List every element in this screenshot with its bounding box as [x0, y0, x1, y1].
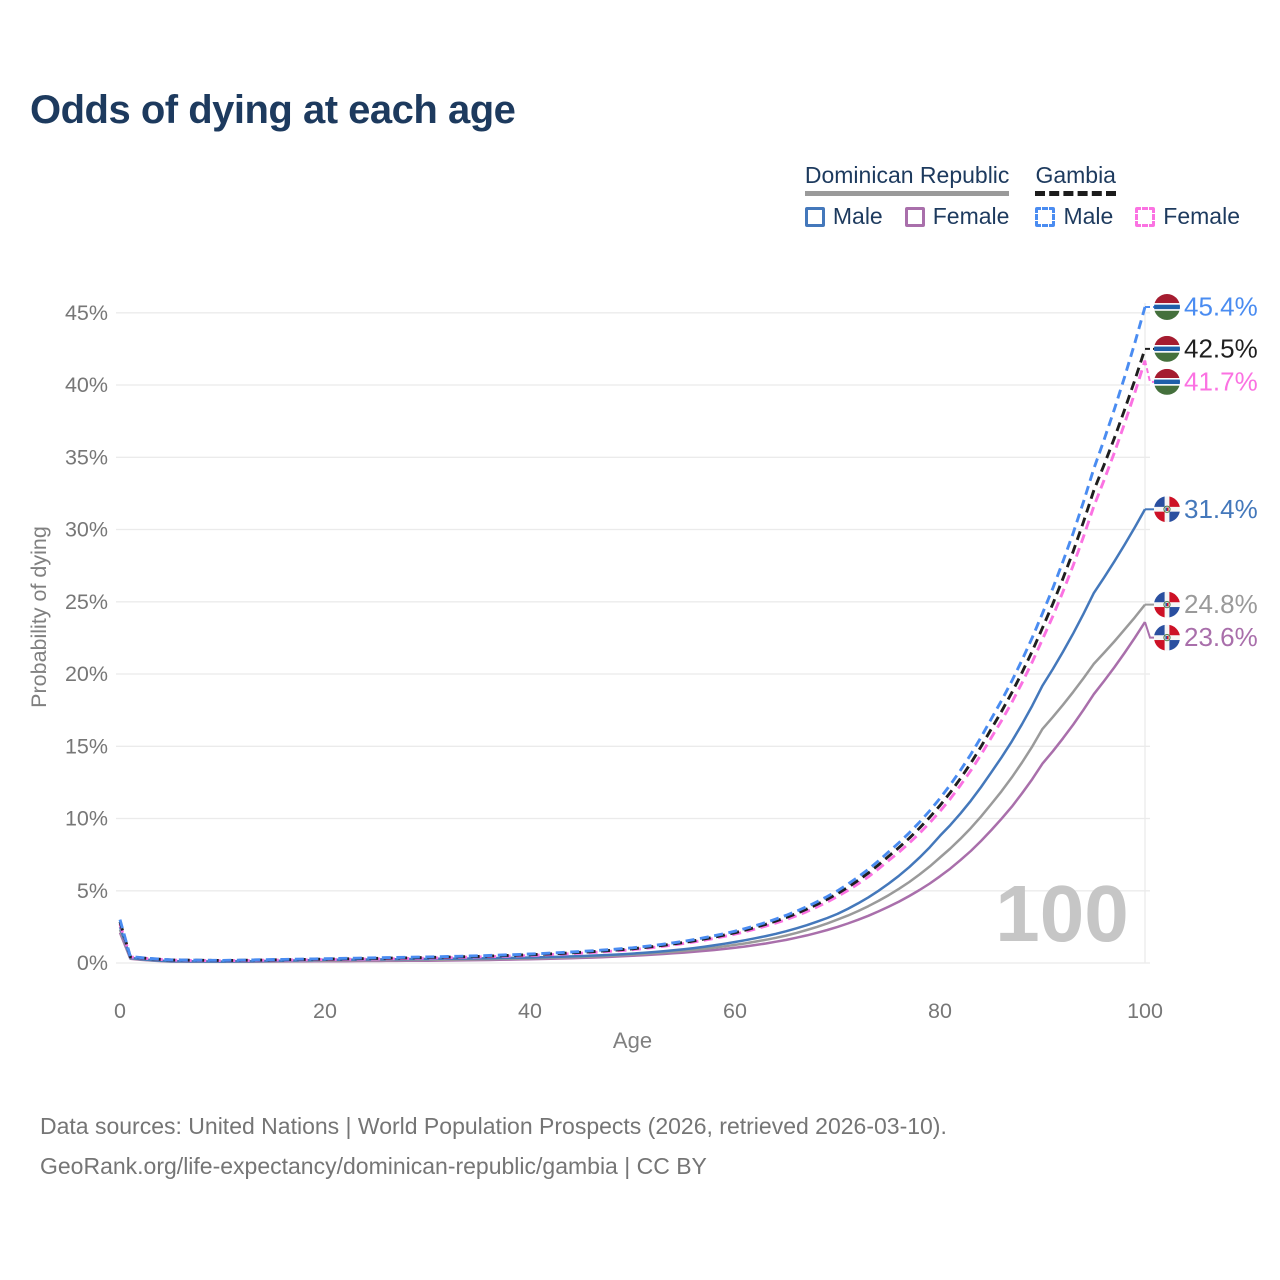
y-tick-15: 15%	[65, 734, 108, 758]
legend-group-dominican-republic: Dominican Republic Male Female	[804, 162, 1010, 230]
end-labels: 45.4% 42.5%41.7% 31.4% 24.8%23.6%	[1144, 292, 1258, 652]
y-tick-20: 20%	[65, 662, 108, 686]
dominican-republic-flag-icon	[1154, 496, 1180, 523]
legend-items-row: Male Female	[804, 203, 1010, 230]
legend-item-label: Female	[932, 203, 1010, 229]
legend-item-dominican-republic-female[interactable]: Female	[904, 203, 1010, 230]
end-label-dominican-republic-both-sexes: 24.8%	[1184, 589, 1258, 619]
leader-line-dominican-republic-female	[1144, 621, 1154, 639]
legend-item-dominican-republic-male[interactable]: Male	[804, 203, 883, 230]
legend-swatch-male	[1035, 206, 1056, 227]
dominican-republic-flag-icon	[1154, 624, 1180, 651]
curve-gambia-female[interactable]	[118, 359, 1147, 963]
legend-swatch-female	[1135, 206, 1156, 227]
chart-title: Odds of dying at each age	[30, 88, 516, 132]
legend-country-dominican-republic: Dominican Republic	[804, 162, 1010, 196]
legend-group-gambia: Gambia Male Female	[1035, 162, 1240, 230]
x-axis-title: Age	[613, 1028, 652, 1053]
end-label-gambia-both-sexes: 42.5%	[1184, 333, 1258, 363]
x-tick-60: 60	[723, 999, 747, 1023]
series-curves	[118, 306, 1147, 964]
end-label-gambia-female: 41.7%	[1184, 366, 1258, 396]
x-tick-100: 100	[1127, 999, 1163, 1023]
y-tick-40: 40%	[65, 373, 108, 397]
y-tick-25: 25%	[65, 590, 108, 614]
gambia-flag-icon	[1154, 293, 1180, 320]
gridlines	[116, 303, 1150, 964]
y-axis-ticks: 0% 5% 10% 15% 20% 25% 30% 35% 40% 45%	[65, 301, 108, 975]
x-tick-40: 40	[518, 999, 542, 1023]
legend-swatch-female	[904, 206, 925, 227]
y-tick-5: 5%	[77, 879, 108, 903]
x-tick-20: 20	[313, 999, 337, 1023]
y-axis-title: Probability of dying	[27, 526, 51, 708]
gambia-flag-icon	[1154, 335, 1180, 362]
curve-gambia-both-sexes[interactable]	[118, 348, 1147, 962]
legend-item-gambia-female[interactable]: Female	[1135, 203, 1240, 230]
leader-line-gambia-female	[1144, 360, 1154, 383]
y-tick-0: 0%	[77, 951, 108, 975]
legend-item-gambia-male[interactable]: Male	[1035, 203, 1113, 230]
legend-country-gambia: Gambia	[1035, 162, 1116, 196]
y-tick-45: 45%	[65, 301, 108, 325]
legend-item-label: Female	[1163, 203, 1240, 229]
x-axis-ticks: 0 20 40 60 80 100	[114, 999, 1163, 1023]
legend-item-label: Male	[832, 203, 883, 229]
legend-items-row: Male Female	[1035, 203, 1240, 230]
legend-item-label: Male	[1063, 203, 1114, 229]
footer: Data sources: United Nations | World Pop…	[40, 1106, 947, 1186]
gambia-flag-icon	[1154, 368, 1180, 395]
x-tick-0: 0	[114, 999, 126, 1023]
curve-gambia-male[interactable]	[118, 306, 1147, 962]
footer-attribution-link[interactable]: GeoRank.org/life-expectancy/dominican-re…	[40, 1153, 707, 1179]
y-tick-10: 10%	[65, 807, 108, 831]
curve-dominican-republic-female[interactable]	[118, 621, 1147, 964]
x-tick-80: 80	[928, 999, 952, 1023]
footer-data-sources: Data sources: United Nations | World Pop…	[40, 1113, 947, 1139]
end-label-dominican-republic-female: 23.6%	[1184, 622, 1258, 652]
curve-dominican-republic-both-sexes[interactable]	[118, 603, 1146, 963]
y-tick-30: 30%	[65, 518, 108, 542]
legend-swatch-male	[804, 206, 825, 227]
legend: Dominican Republic Male Female Gambia Male Fe…	[804, 162, 1240, 230]
dominican-republic-flag-icon	[1154, 591, 1180, 618]
y-tick-35: 35%	[65, 445, 108, 469]
end-label-gambia-male: 45.4%	[1184, 292, 1258, 322]
watermark-age-100: 100	[995, 869, 1128, 958]
end-label-dominican-republic-male: 31.4%	[1184, 494, 1258, 524]
